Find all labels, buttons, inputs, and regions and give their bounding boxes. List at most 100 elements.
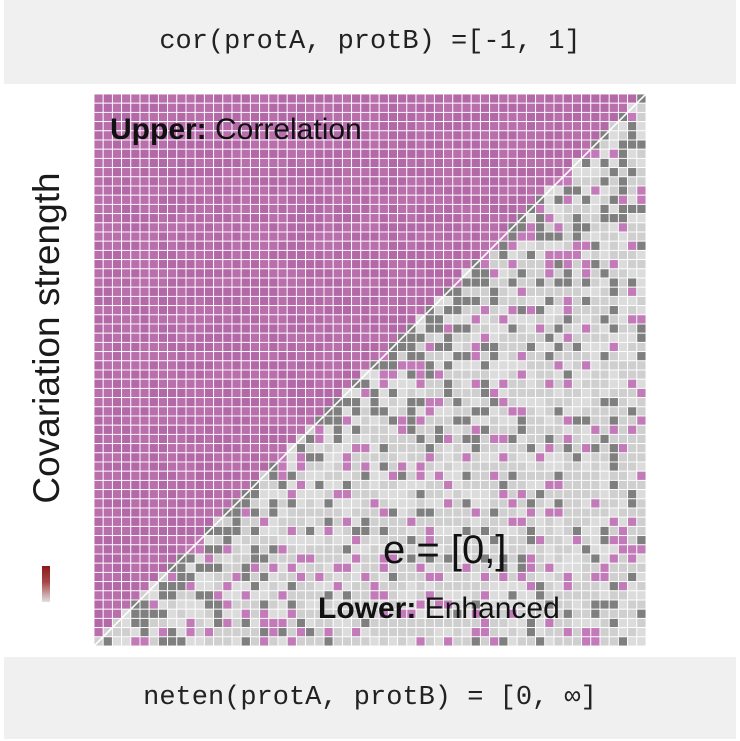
upper-cell (148, 378, 159, 389)
upper-cell (259, 240, 270, 251)
lower-cell (314, 627, 325, 638)
upper-cell (194, 240, 205, 251)
lower-cell (203, 608, 215, 619)
upper-cell (535, 167, 546, 178)
upper-cell (397, 102, 408, 113)
upper-cell (130, 525, 141, 537)
upper-cell (516, 139, 527, 150)
lower-cell (443, 470, 454, 481)
lower-cell (608, 249, 619, 261)
upper-cell (387, 102, 399, 113)
lower-cell (369, 415, 380, 426)
lower-cell (369, 544, 380, 555)
upper-cell (332, 314, 343, 325)
upper-cell (259, 286, 270, 297)
lower-cell (636, 406, 646, 417)
lower-cell (617, 424, 629, 435)
upper-cell (167, 94, 178, 104)
upper-cell (305, 167, 316, 178)
lower-cell (167, 599, 178, 610)
upper-cell (194, 516, 205, 527)
upper-cell (121, 341, 132, 353)
lower-cell (433, 627, 445, 638)
lower-cell (525, 305, 537, 316)
upper-cell (323, 397, 334, 408)
lower-cell (222, 617, 233, 629)
lower-cell (259, 507, 270, 518)
lower-cell (387, 406, 399, 417)
upper-cell (148, 94, 159, 104)
lower-cell (295, 535, 307, 546)
lower-cell (231, 535, 242, 546)
lower-cell (636, 498, 646, 509)
lower-cell (185, 562, 196, 573)
upper-cell (387, 249, 399, 261)
upper-cell (102, 599, 113, 610)
lower-cell (323, 581, 334, 592)
upper-cell (249, 323, 261, 334)
upper-cell (415, 240, 426, 251)
upper-cell (599, 111, 610, 123)
lower-cell (525, 443, 537, 454)
upper-cell (148, 479, 159, 491)
upper-cell (240, 452, 251, 463)
lower-cell (295, 498, 307, 509)
upper-cell (222, 185, 233, 196)
upper-cell (516, 148, 527, 159)
lower-cell (479, 470, 491, 481)
lower-cell (562, 305, 573, 316)
lower-cell (590, 452, 601, 463)
lower-cell (323, 516, 334, 527)
lower-cell (617, 397, 629, 408)
lower-cell (525, 240, 537, 251)
lower-cell (387, 433, 399, 445)
lower-cell (571, 167, 583, 178)
lower-cell (341, 452, 353, 463)
upper-cell (295, 295, 307, 307)
upper-cell (461, 148, 472, 159)
lower-cell (599, 157, 610, 169)
lower-cell (489, 489, 500, 500)
upper-cell (213, 369, 224, 380)
upper-cell (286, 424, 297, 435)
upper-cell (452, 240, 463, 251)
lower-cell (498, 443, 509, 454)
upper-cell (470, 249, 481, 261)
upper-cell (167, 433, 178, 445)
lower-cell (507, 231, 518, 242)
upper-cell (314, 295, 325, 307)
upper-cell (249, 295, 261, 307)
upper-cell (507, 148, 518, 159)
lower-cell (544, 203, 555, 215)
upper-cell (203, 157, 215, 169)
upper-cell (351, 369, 362, 380)
upper-cell (249, 268, 261, 279)
lower-cell (461, 397, 472, 408)
lower-cell (295, 617, 307, 629)
lower-cell (240, 590, 251, 601)
upper-cell (581, 94, 592, 104)
upper-cell (286, 397, 297, 408)
upper-cell (286, 176, 297, 187)
upper-cell (323, 387, 334, 399)
lower-cell (452, 286, 463, 297)
upper-cell (305, 259, 316, 270)
lower-cell (240, 498, 251, 509)
lower-cell (590, 167, 601, 178)
upper-cell (148, 415, 159, 426)
upper-cell (102, 535, 113, 546)
upper-cell (148, 461, 159, 472)
upper-cell (176, 351, 187, 362)
lower-cell (617, 305, 629, 316)
upper-cell (295, 268, 307, 279)
upper-cell (121, 581, 132, 592)
lower-cell (525, 341, 537, 353)
upper-cell (424, 222, 435, 233)
upper-cell (130, 424, 141, 435)
lower-cell (351, 397, 362, 408)
upper-cell (470, 222, 481, 233)
lower-cell (176, 636, 187, 646)
lower-cell (608, 185, 619, 196)
lower-cell (406, 636, 417, 646)
upper-cell (378, 176, 389, 187)
